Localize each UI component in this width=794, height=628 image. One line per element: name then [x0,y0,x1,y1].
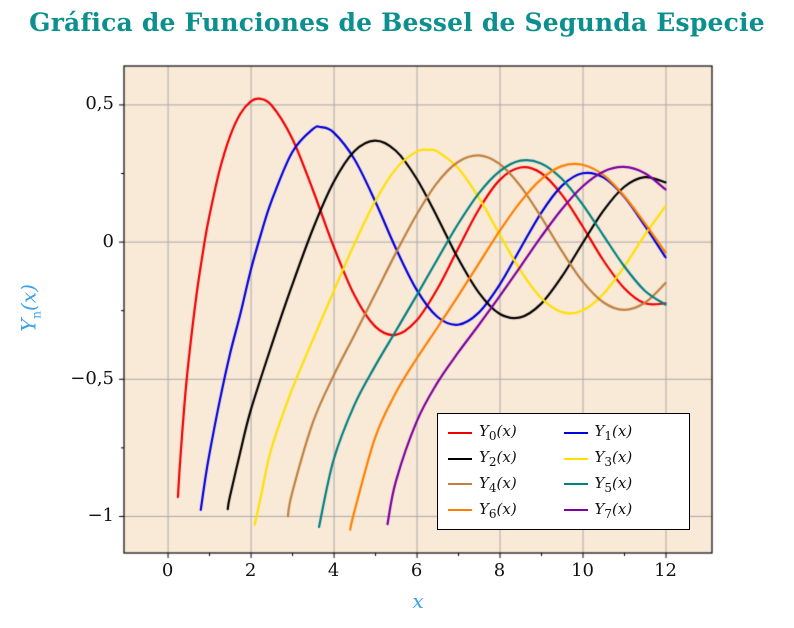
y-tick-label: −1 [87,504,114,526]
legend-label-sub: 6 [488,506,497,521]
legend-item: Y2(x) [448,447,564,471]
legend-label-sub: 3 [604,455,613,470]
y-axis-label: Yn(x) [17,284,44,332]
legend-label-tail: (x) [612,499,633,518]
x-tick-label: 12 [654,560,677,581]
x-tick-label: 0 [161,560,174,581]
legend-label-tail: (x) [496,499,517,518]
y-axis-label-tail: (x) [16,284,41,311]
legend-label-main: Y [594,448,605,467]
legend-label-tail: (x) [496,422,517,441]
legend-item-label: Y3(x) [595,448,633,469]
legend-item: Y4(x) [448,472,564,496]
legend-line-sample [448,457,472,460]
legend-item: Y7(x) [563,498,680,522]
legend-item-label: Y4(x) [479,474,517,495]
legend-line-sample [563,509,588,512]
legend-label-sub: 5 [604,480,613,495]
legend-label-sub: 7 [604,506,613,521]
y-axis-label-main: Y [16,318,41,332]
legend-label-main: Y [479,499,489,518]
chart-title: Gráfica de Funciones de Bessel de Segund… [29,8,765,37]
legend-line-sample [448,483,472,486]
y-tick-label: −0,5 [70,367,114,389]
x-tick-label: 2 [244,560,257,581]
legend-line-sample [563,483,588,486]
legend-label-sub: 0 [488,429,497,444]
y-tick-label: 0 [102,230,114,252]
legend-item: Y0(x) [448,421,564,445]
legend-label-sub: 2 [488,455,497,470]
y-axis-label-sub: n [29,310,44,319]
legend-item: Y5(x) [563,472,680,496]
legend-label-main: Y [594,473,605,492]
y-tick-label: 0,5 [85,93,114,115]
legend-label-sub: 4 [488,480,497,495]
legend-item-label: Y0(x) [479,422,517,443]
legend-label-tail: (x) [496,473,517,492]
legend-label-sub: 1 [604,429,613,444]
legend-line-sample [563,457,588,460]
legend-line-sample [563,431,588,434]
legend-item-label: Y2(x) [479,448,517,469]
legend-item-label: Y1(x) [595,422,633,443]
legend-item-label: Y5(x) [595,474,633,495]
legend-item: Y1(x) [563,421,680,445]
legend-label-tail: (x) [612,448,633,467]
legend-item-label: Y7(x) [595,500,633,521]
legend-label-tail: (x) [496,448,517,467]
legend-item: Y6(x) [448,498,564,522]
x-tick-label: 4 [327,560,340,581]
legend-item-label: Y6(x) [479,500,517,521]
legend-label-main: Y [479,422,489,441]
legend-line-sample [448,431,472,434]
legend-label-main: Y [594,422,605,441]
x-tick-label: 6 [410,560,423,581]
legend-line-sample [448,509,472,512]
legend-label-main: Y [594,499,605,518]
legend-label-main: Y [479,448,489,467]
x-tick-label: 10 [571,560,594,581]
legend-label-main: Y [479,473,489,492]
legend-item: Y3(x) [563,447,680,471]
x-tick-label: 8 [493,560,506,581]
legend: Y0(x) Y1(x) Y2(x) Y3(x) Y4(x) Y5(x) Y6(x) Y7(x) [437,413,690,530]
legend-label-tail: (x) [612,473,633,492]
x-axis-label: x [412,589,424,613]
legend-label-tail: (x) [612,422,633,441]
